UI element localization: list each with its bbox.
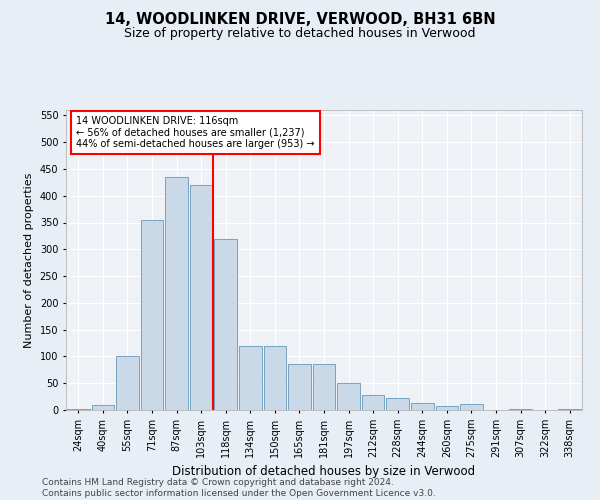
Bar (362, 395, 385, 410)
Bar (214, 238, 237, 410)
Bar (165, 177, 188, 410)
Text: 14, WOODLINKEN DRIVE, VERWOOD, BH31 6BN: 14, WOODLINKEN DRIVE, VERWOOD, BH31 6BN (104, 12, 496, 28)
Bar (116, 356, 139, 410)
Bar (460, 404, 483, 410)
Bar (337, 383, 360, 410)
Bar (559, 409, 581, 410)
Bar (239, 346, 262, 410)
Bar (313, 364, 335, 410)
Bar (411, 402, 434, 410)
Bar (288, 364, 311, 410)
X-axis label: Distribution of detached houses by size in Verwood: Distribution of detached houses by size … (172, 466, 476, 478)
Text: 14 WOODLINKEN DRIVE: 116sqm
← 56% of detached houses are smaller (1,237)
44% of : 14 WOODLINKEN DRIVE: 116sqm ← 56% of det… (76, 116, 315, 149)
Bar (386, 398, 409, 410)
Bar (140, 220, 163, 410)
Bar (263, 346, 286, 410)
Bar (67, 409, 89, 410)
Y-axis label: Number of detached properties: Number of detached properties (24, 172, 34, 348)
Bar (92, 404, 114, 410)
Text: Size of property relative to detached houses in Verwood: Size of property relative to detached ho… (124, 28, 476, 40)
Text: Contains HM Land Registry data © Crown copyright and database right 2024.
Contai: Contains HM Land Registry data © Crown c… (42, 478, 436, 498)
Bar (436, 406, 458, 410)
Bar (190, 185, 212, 410)
Bar (509, 409, 532, 410)
